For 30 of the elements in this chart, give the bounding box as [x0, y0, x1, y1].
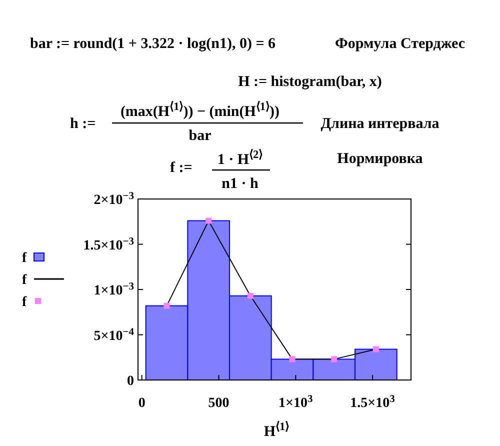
x-axis-title: H$^{⟨1⟩}$ [264, 421, 290, 440]
x-tick-label: 500 [208, 396, 230, 411]
point [331, 356, 338, 362]
point [164, 302, 170, 309]
y-tick-label: 5×10$^{−4}$ [94, 326, 135, 344]
point [372, 346, 379, 352]
text: n1 · h [222, 176, 259, 192]
x-tick-label: 1.5×10$^{3}$ [350, 394, 395, 411]
legend-label: f [22, 251, 27, 266]
y-tick-label: 1.5×10$^{−3}$ [83, 236, 134, 254]
text: bar [188, 128, 212, 144]
x-tick-label: 0 [138, 396, 146, 411]
text: Нормировка [337, 151, 424, 167]
y-tick-label: 2×10$^{−3}$ [94, 190, 134, 208]
text: (max(H$^{⟨1⟩}$)) − (min(H$^{⟨1⟩}$)) [120, 101, 280, 120]
legend-label: f [22, 273, 27, 288]
text: Длина интервала [320, 116, 440, 132]
text: f := [170, 160, 192, 176]
point [247, 292, 254, 299]
y-tick-label: 0 [127, 374, 134, 389]
text: 1 · H$^{⟨2⟩}$ [217, 149, 263, 168]
point [289, 356, 296, 362]
legend-label: f [22, 295, 27, 310]
text: bar := round(1 + 3.322 · log(n1), 0) = 6 [30, 36, 276, 52]
point [206, 218, 212, 224]
text: Формула Стерджес [334, 36, 466, 52]
x-tick-label: 1×10$^{3}$ [278, 394, 313, 411]
y-tick-label: 1×10$^{−3}$ [94, 281, 134, 298]
text: h := [70, 116, 96, 132]
text: H := histogram(bar, x) [238, 74, 382, 90]
